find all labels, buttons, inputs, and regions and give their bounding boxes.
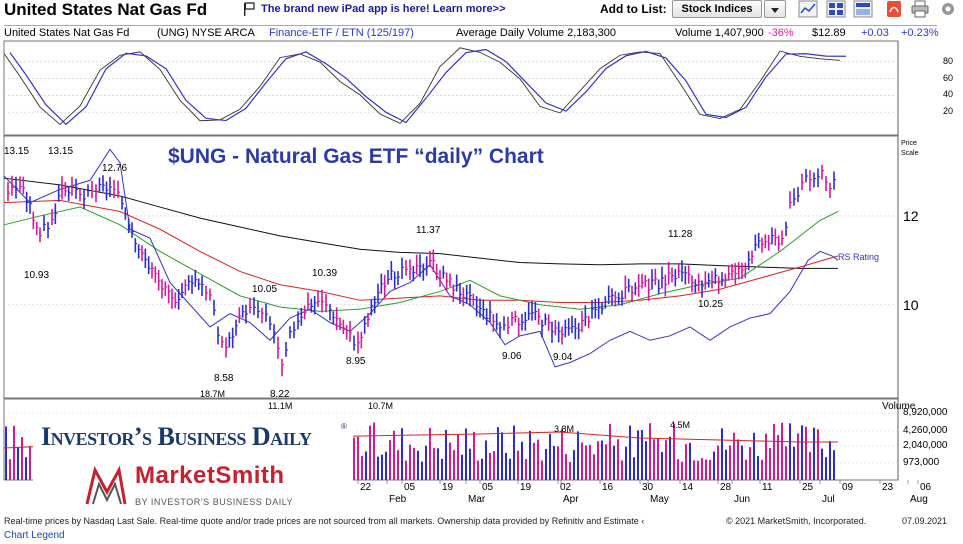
price-annotation: 12.76: [102, 163, 128, 175]
x-tick-label: 14: [682, 482, 694, 493]
ibd-registered-mark: ®: [341, 422, 347, 431]
x-tick-label: 23: [882, 482, 894, 493]
print-icon[interactable]: [910, 0, 930, 18]
price-annotation: 13.15: [4, 145, 30, 157]
x-tick-label: 25: [802, 482, 814, 493]
x-tick-label: 19: [442, 482, 454, 493]
logo-overlay: Investor’s Business Daily ® MarketSmith …: [33, 418, 353, 518]
promo-link[interactable]: The brand new iPad app is here! Learn mo…: [261, 3, 506, 15]
avg-volume: Average Daily Volume 2,183,300: [456, 27, 617, 39]
footer-disclaimer: Real-time prices by Nasdaq Last Sale. Re…: [4, 516, 645, 526]
volume-annotation: 10.7M: [368, 401, 394, 411]
ma-short-line: [3, 206, 839, 312]
x-tick-label: Feb: [389, 494, 407, 505]
price-annotation: 10.39: [312, 268, 338, 280]
volume-tick-label: 973,000: [903, 457, 940, 468]
price-annotation: 11.37: [416, 224, 441, 236]
marketsmith-logo-icon: [85, 465, 127, 505]
rs-rating-label: RS Rating: [838, 252, 880, 263]
osc-tick-label: 40: [943, 89, 954, 100]
volume-annotation: 18.7M: [200, 389, 226, 399]
price-annotation: 9.04: [553, 352, 573, 364]
x-tick-label: 11: [762, 482, 773, 493]
volume-change: -36%: [768, 27, 794, 39]
osc-line-fast: [3, 47, 841, 126]
osc-tick-label: 20: [943, 106, 954, 117]
osc-tick-label: 60: [943, 72, 954, 83]
price-annotation: 9.06: [502, 351, 522, 363]
settings-icon[interactable]: [938, 0, 958, 18]
price-value: $12.89: [812, 27, 846, 39]
flag-icon[interactable]: [243, 2, 255, 16]
price-annotation: 13.15: [48, 145, 74, 157]
volume-annotation: 4.5M: [670, 420, 691, 430]
price-change: +0.03: [861, 27, 889, 39]
volume-tick-label: 8,920,000: [903, 407, 948, 418]
x-tick-label: 16: [602, 482, 614, 493]
line-chart-icon[interactable]: [798, 0, 818, 18]
price-change-pct: +0.23%: [901, 27, 939, 39]
ma-long-line: [3, 177, 838, 269]
footer-date: 07.09.2021: [902, 516, 948, 526]
list-select[interactable]: Stock Indices: [672, 0, 762, 18]
x-tick-label: 19: [520, 482, 532, 493]
volume-tick-label: 2,040,000: [903, 440, 948, 451]
volume-annotation: 3.8M: [554, 424, 575, 434]
app-title: United States Nat Gas Fd: [4, 0, 208, 19]
chart-legend-link[interactable]: Chart Legend: [4, 530, 65, 541]
x-tick-label: Apr: [563, 494, 579, 505]
top-bar: United States Nat Gas Fd The brand new i…: [0, 0, 963, 22]
volume-tick-label: 4,260,000: [903, 425, 948, 436]
grid-layout-icon[interactable]: [826, 0, 846, 18]
price-scale-label: Price Scale: [901, 140, 919, 157]
x-tick-label: 02: [560, 482, 572, 493]
x-tick-label: 05: [404, 482, 416, 493]
volume-value: Volume 1,407,900: [675, 27, 764, 39]
price-annotation: 11.28: [668, 228, 693, 240]
marketsmith-logo: MarketSmith: [135, 462, 285, 489]
price-tick-label: 10: [903, 296, 919, 313]
price-annotation: 10.93: [24, 270, 50, 282]
price-annotation: 10.05: [252, 283, 278, 295]
osc-line-slow: [9, 48, 847, 126]
volume-annotation: 11.1M: [268, 401, 293, 411]
price-annotation: 8.22: [270, 388, 290, 400]
x-tick-label: May: [650, 494, 669, 505]
chart-title: $UNG - Natural Gas ETF “daily” Chart: [168, 145, 544, 168]
quote-name: United States Nat Gas Fd: [4, 27, 130, 39]
x-tick-label: 22: [360, 482, 372, 493]
quote-info-bar: United States Nat Gas Fd (UNG) NYSE ARCA…: [4, 25, 939, 39]
ma-mid-line: [3, 199, 839, 304]
x-tick-label: 30: [642, 482, 654, 493]
x-tick-label: 28: [720, 482, 732, 493]
layout-icon[interactable]: [853, 0, 873, 18]
x-tick-label: 06: [920, 482, 932, 493]
stock-chart[interactable]: [0, 38, 963, 500]
quote-industry[interactable]: Finance-ETF / ETN (125/197): [269, 27, 414, 39]
price-annotation: 10.25: [698, 298, 724, 310]
osc-tick-label: 80: [943, 55, 954, 66]
price-annotation: 8.58: [214, 372, 234, 384]
price-tick-label: 12: [903, 207, 919, 224]
footer-copyright: © 2021 MarketSmith, Incorporated.: [726, 516, 867, 526]
x-tick-label: 05: [482, 482, 494, 493]
quote-symbol: (UNG) NYSE ARCA: [157, 27, 255, 39]
rs-line: [3, 148, 839, 368]
price-annotation: 8.95: [346, 356, 366, 368]
x-tick-label: Mar: [468, 494, 486, 505]
ibd-logo: Investor’s Business Daily: [41, 422, 312, 451]
pdf-icon[interactable]: [884, 0, 904, 18]
x-tick-label: Jul: [822, 494, 835, 505]
add-to-list-label: Add to List:: [600, 2, 667, 16]
x-tick-label: Jun: [734, 494, 751, 505]
volume-title: Volume: [882, 401, 916, 412]
x-tick-label: 09: [842, 482, 854, 493]
x-tick-label: Aug: [910, 494, 928, 505]
chevron-down-icon[interactable]: [764, 0, 786, 18]
marketsmith-subtitle: BY INVESTOR’S BUSINESS DAILY: [135, 497, 294, 507]
